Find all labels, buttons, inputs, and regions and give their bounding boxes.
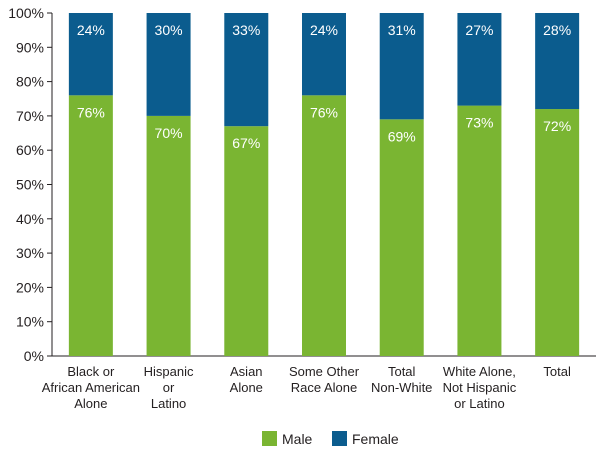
data-label-female: 24% — [77, 22, 105, 38]
bar-male-3 — [302, 95, 346, 356]
legend-swatch-male — [262, 431, 277, 446]
bar-male-6 — [535, 109, 580, 356]
data-label-female: 33% — [232, 22, 260, 38]
y-tick-label: 10% — [16, 314, 44, 330]
x-category-label: Black or African American Alone — [42, 364, 140, 411]
bar-female-1 — [146, 13, 191, 116]
data-label-female: 27% — [465, 22, 493, 38]
bar-female-0 — [68, 13, 113, 96]
x-category-label: Hispanic or Latino — [144, 364, 194, 411]
bar-female-4 — [379, 13, 424, 120]
bar-female-3 — [302, 13, 346, 96]
y-tick-label: 80% — [16, 74, 44, 90]
data-label-male: 73% — [465, 115, 493, 131]
data-label-male: 72% — [543, 118, 571, 134]
y-tick-label: 0% — [24, 348, 44, 364]
data-label-male: 67% — [232, 135, 260, 151]
legend: Male Female — [262, 431, 399, 447]
bar-female-2 — [224, 13, 269, 127]
legend-label-female: Female — [352, 431, 399, 447]
y-tick-label: 30% — [16, 245, 44, 261]
legend-label-male: Male — [282, 431, 313, 447]
bars: 76% 24% 70% 30% 67% 33% 76% 24% 69% 31% 73% 27% 72% 2… — [68, 13, 580, 357]
y-tick-label: 40% — [16, 211, 44, 227]
data-label-male: 76% — [310, 104, 338, 120]
data-label-male: 76% — [77, 104, 105, 120]
x-category-label: Total Non-White — [371, 364, 432, 395]
data-label-male: 70% — [155, 125, 183, 141]
bar-male-0 — [68, 95, 113, 356]
y-tick-label: 70% — [16, 108, 44, 124]
data-label-female: 24% — [310, 22, 338, 38]
data-label-male: 69% — [388, 128, 416, 144]
data-label-female: 28% — [543, 22, 571, 38]
data-label-female: 31% — [388, 22, 416, 38]
y-tick-label: 100% — [8, 5, 44, 21]
x-category-label: White Alone, Not Hispanic or Latino — [443, 364, 517, 411]
bar-female-5 — [457, 13, 502, 106]
y-axis: 0% 10% 20% 30% 40% 50% 60% 70% 80% 90% 100% — [8, 5, 596, 364]
x-category-label: Total — [543, 364, 571, 379]
y-tick-label: 90% — [16, 39, 44, 55]
bar-male-4 — [379, 119, 424, 356]
bar-male-5 — [457, 105, 502, 356]
bar-male-1 — [146, 115, 191, 357]
y-tick-label: 50% — [16, 177, 44, 193]
bar-male-2 — [224, 126, 269, 356]
data-label-female: 30% — [155, 22, 183, 38]
y-tick-label: 60% — [16, 142, 44, 158]
x-category-label: Some Other Race Alone — [289, 364, 360, 395]
y-tick-label: 20% — [16, 279, 44, 295]
legend-swatch-female — [332, 431, 347, 446]
bar-female-6 — [535, 13, 580, 110]
x-category-label: Asian Alone — [230, 364, 263, 395]
